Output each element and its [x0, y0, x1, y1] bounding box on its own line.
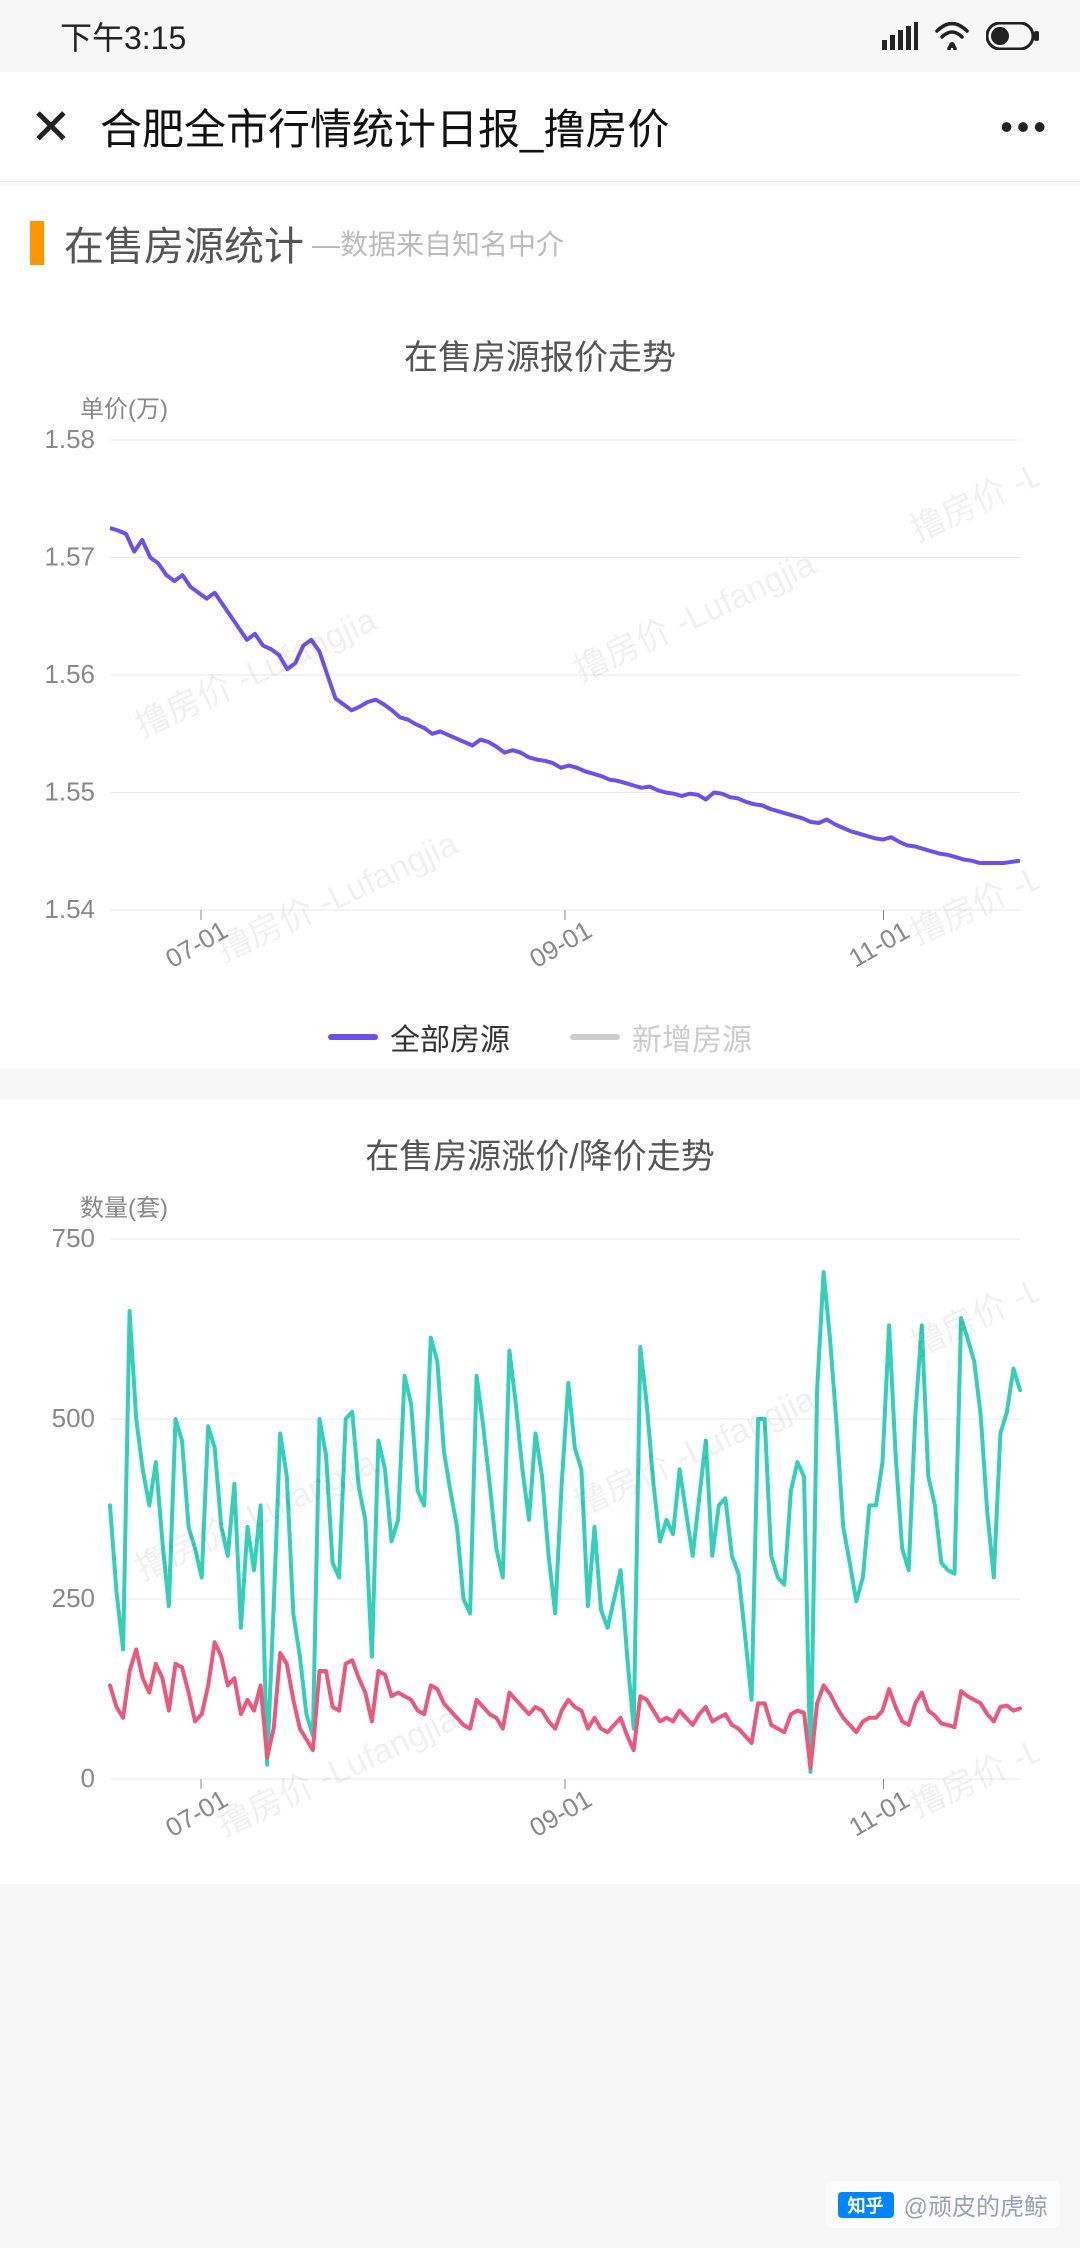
chart1-area[interactable]: 1.541.551.561.571.5807-0109-0111-01撸房价 -… — [20, 430, 1060, 995]
chart1-ylabel: 单价(万) — [80, 389, 1060, 424]
chart1-svg: 1.541.551.561.571.5807-0109-0111-01撸房价 -… — [20, 430, 1040, 990]
chart2-card: 在售房源涨价/降价走势 数量(套) 025050075007-0109-0111… — [0, 1099, 1080, 1884]
zhihu-author: @顽皮的虎鲸 — [904, 2187, 1048, 2222]
chart2-svg: 025050075007-0109-0111-01撸房价 -Lufangjia撸… — [20, 1229, 1040, 1869]
zhihu-logo-icon: 知乎 — [838, 2192, 894, 2218]
status-bar: 下午3:15 — [0, 0, 1080, 72]
svg-text:09-01: 09-01 — [524, 915, 597, 974]
legend-swatch — [328, 1034, 378, 1040]
battery-icon — [986, 22, 1040, 50]
svg-text:750: 750 — [52, 1229, 95, 1253]
svg-text:1.58: 1.58 — [44, 430, 95, 454]
svg-text:250: 250 — [52, 1583, 95, 1613]
legend-item-all[interactable]: 全部房源 — [328, 1015, 510, 1059]
svg-text:500: 500 — [52, 1403, 95, 1433]
section-subtitle: —数据来自知名中介 — [312, 223, 564, 263]
legend-swatch — [570, 1034, 620, 1040]
svg-text:1.57: 1.57 — [44, 542, 95, 572]
svg-text:撸房价 -Lufangjia: 撸房价 -Lufangjia — [905, 1229, 1040, 1364]
legend-item-new[interactable]: 新增房源 — [570, 1015, 752, 1059]
legend-label: 全部房源 — [390, 1015, 510, 1059]
chart2-title: 在售房源涨价/降价走势 — [20, 1129, 1060, 1178]
status-icons — [882, 22, 1040, 50]
svg-text:1.55: 1.55 — [44, 777, 95, 807]
svg-text:1.56: 1.56 — [44, 659, 95, 689]
section-header: 在售房源统计 —数据来自知名中介 — [0, 186, 1080, 300]
signal-icon — [882, 22, 918, 50]
more-icon[interactable]: ••• — [980, 106, 1050, 148]
svg-text:09-01: 09-01 — [524, 1784, 597, 1843]
zhihu-attribution: 知乎 @顽皮的虎鲸 — [826, 2181, 1060, 2228]
section-title: 在售房源统计 — [64, 214, 304, 272]
svg-text:0: 0 — [81, 1763, 95, 1793]
chart1-legend: 全部房源 新增房源 — [20, 1015, 1060, 1059]
svg-text:撸房价 -Lufangjia: 撸房价 -Lufangjia — [211, 825, 463, 970]
accent-bar — [30, 221, 44, 265]
page-title: 合肥全市行情统计日报_撸房价 — [100, 96, 980, 157]
nav-bar: ✕ 合肥全市行情统计日报_撸房价 ••• — [0, 72, 1080, 182]
chart1-title: 在售房源报价走势 — [20, 330, 1060, 379]
svg-text:撸房价 -Lufangjia: 撸房价 -Lufangjia — [568, 1380, 820, 1525]
wifi-icon — [934, 22, 970, 50]
status-time: 下午3:15 — [60, 13, 186, 59]
svg-text:撸房价 -Lufangjia: 撸房价 -Lufangjia — [905, 808, 1040, 953]
svg-text:撸房价 -Lufangjia: 撸房价 -Lufangjia — [905, 430, 1040, 549]
svg-text:1.54: 1.54 — [44, 894, 95, 924]
chart2-area[interactable]: 025050075007-0109-0111-01撸房价 -Lufangjia撸… — [20, 1229, 1060, 1874]
svg-text:撸房价 -Lufangjia: 撸房价 -Lufangjia — [211, 1700, 463, 1845]
svg-text:撸房价 -Lufangjia: 撸房价 -Lufangjia — [130, 601, 382, 746]
chart1-card: 在售房源报价走势 单价(万) 1.541.551.561.571.5807-01… — [0, 300, 1080, 1069]
close-icon[interactable]: ✕ — [30, 98, 100, 156]
svg-text:11-01: 11-01 — [844, 1784, 915, 1842]
svg-text:撸房价 -Lufangjia: 撸房价 -Lufangjia — [568, 545, 820, 690]
chart2-ylabel: 数量(套) — [80, 1188, 1060, 1223]
svg-text:11-01: 11-01 — [844, 915, 915, 973]
legend-label: 新增房源 — [632, 1015, 752, 1059]
